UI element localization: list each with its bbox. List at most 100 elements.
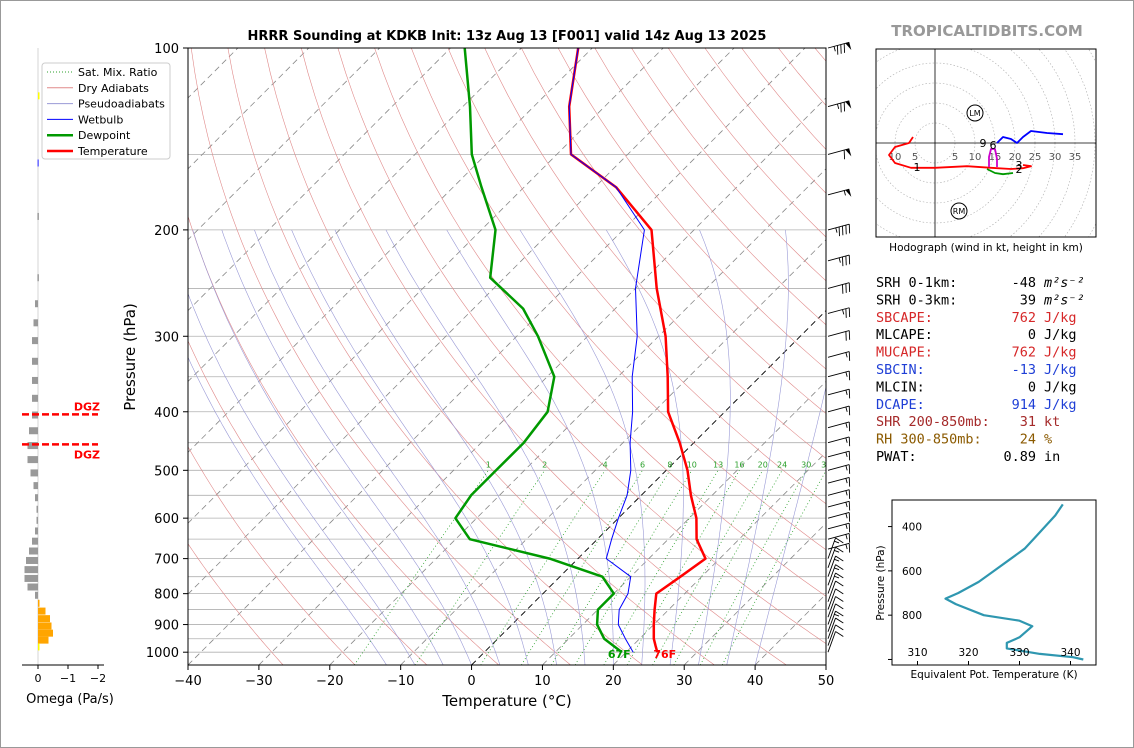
wind-barb: [827, 489, 851, 499]
pseudoadiabat-line: [519, 229, 646, 665]
dry-adiabat-line: [374, 48, 826, 597]
y-tick-label: 900: [154, 619, 179, 634]
hodograph-area: 5 10 15 20 25 30 35 10 5 9 6 1 23 LM RM: [876, 49, 1096, 237]
omega-bar: [38, 615, 50, 623]
wind-barb-half: [845, 465, 848, 471]
wind-barb-full: [835, 572, 844, 579]
wind-barb-shaft: [827, 580, 836, 602]
x-tick-label: 10: [534, 674, 551, 689]
y-tick-label: 200: [154, 224, 179, 239]
isotherm-line: [329, 168, 826, 665]
omega-bar: [38, 607, 46, 615]
wind-barb-shaft: [827, 512, 850, 519]
pseudoadiabat-line: [698, 229, 731, 665]
hodograph-frame: [875, 48, 1097, 238]
wind-barb: [827, 610, 844, 632]
wind-barb-full: [835, 631, 844, 637]
omega-bar: [37, 212, 39, 220]
wind-barb-full: [835, 555, 844, 562]
theta-e-x-tick-label: 330: [1009, 647, 1029, 659]
wind-barb-full: [835, 624, 844, 631]
dry-adiabat-line: [557, 48, 826, 370]
hodograph-ring-label: 20: [1009, 152, 1022, 163]
wind-barb: [827, 533, 851, 543]
wind-barb-half: [835, 227, 838, 233]
mixing-ratio-line: [603, 470, 719, 665]
stat-label: SBCAPE:: [876, 310, 933, 326]
legend-label: Dewpoint: [78, 129, 131, 142]
omega-bar: [38, 599, 40, 607]
stat-unit: J/kg: [1044, 397, 1077, 413]
wind-barb-half: [834, 613, 840, 617]
wind-barb: [827, 436, 851, 447]
omega-bar: [33, 482, 38, 490]
stat-unit: %: [1044, 432, 1052, 448]
hodograph-segment: [986, 168, 1014, 176]
pseudoadiabat-line: [446, 229, 614, 665]
series-dewpoint-line: [454, 48, 623, 654]
hodograph-ring-label: 10: [969, 152, 982, 163]
wind-barb-full: [835, 603, 844, 610]
mixing-ratio-label: 36: [821, 460, 831, 469]
surface-temperature-label: 76F: [653, 648, 676, 661]
stat-value: -13: [1012, 362, 1036, 378]
wind-barb: [827, 537, 844, 559]
hodograph-plot: 5 10 15 20 25 30 35 10 5 9 6 1 23 LM RM Hodograph (wind…: [875, 48, 1097, 254]
mixing-ratio-line: [721, 470, 826, 665]
dgz-label: DGZ: [74, 448, 100, 461]
dry-adiabat-line: [447, 48, 826, 505]
dry-adiabat-line: [188, 446, 356, 665]
wind-barb: [827, 351, 851, 361]
omega-bar: [36, 505, 38, 513]
stat-value: 0: [1028, 379, 1036, 395]
wind-barb-half: [845, 490, 848, 496]
dry-adiabat-line: [337, 48, 826, 644]
wind-barb: [827, 555, 844, 577]
stat-label: RH 300-850mb:: [876, 432, 982, 448]
omega-bar: [37, 159, 39, 167]
mixing-ratio-label: 6: [640, 460, 645, 469]
stat-label: SHR 200-850mb:: [876, 414, 990, 430]
pseudoadiabat-line: [188, 292, 416, 665]
hodograph-segment: [888, 136, 1032, 170]
y-tick-label: 700: [154, 553, 179, 568]
omega-bar: [26, 556, 38, 564]
storm-motion-label: RM: [953, 207, 966, 216]
storm-motion-label: LM: [969, 109, 980, 118]
legend-label: Sat. Mix. Ratio: [78, 66, 158, 79]
dry-adiabat-line: [484, 48, 826, 459]
theta-e-line: [944, 503, 1084, 661]
wind-barb: [827, 254, 851, 267]
wind-barb-half: [845, 513, 848, 519]
watermark-text: TROPICALTIDBITS.COM: [891, 22, 1083, 40]
wind-barb: [827, 522, 851, 533]
omega-bar: [38, 629, 53, 637]
mixing-ratio-line: [414, 470, 546, 665]
pseudoadiabat-line: [334, 229, 557, 665]
x-tick-label: −30: [245, 674, 272, 689]
mixing-ratio-label: 8: [667, 460, 672, 469]
mixing-ratio-line: [673, 470, 783, 665]
stat-unit: m²s⁻²: [1043, 292, 1085, 308]
wind-barb-shaft: [827, 588, 836, 610]
omega-bar: [32, 376, 38, 384]
wind-barb-half: [834, 575, 840, 579]
wind-barb: [827, 624, 844, 646]
isotherm-line: [542, 380, 826, 665]
isotherm-line: [258, 97, 826, 665]
stat-value: 762: [1012, 345, 1036, 361]
wind-barb-half: [843, 190, 846, 196]
skewt-axes-frame: [187, 47, 827, 666]
mixing-ratio-label: 24: [777, 460, 787, 469]
omega-x-tick-label: −2: [90, 672, 106, 685]
hodograph-ring-label: 35: [1069, 152, 1082, 163]
wind-barb-half: [833, 46, 836, 52]
hodograph-height-label: 2: [1016, 163, 1023, 176]
omega-bar: [32, 537, 38, 545]
omega-bar: [30, 469, 38, 477]
x-axis-label: Temperature (°C): [441, 692, 571, 710]
wind-barb: [827, 188, 852, 197]
hodograph-ring-label: 15: [989, 152, 1002, 163]
wind-barb-full: [835, 596, 844, 602]
